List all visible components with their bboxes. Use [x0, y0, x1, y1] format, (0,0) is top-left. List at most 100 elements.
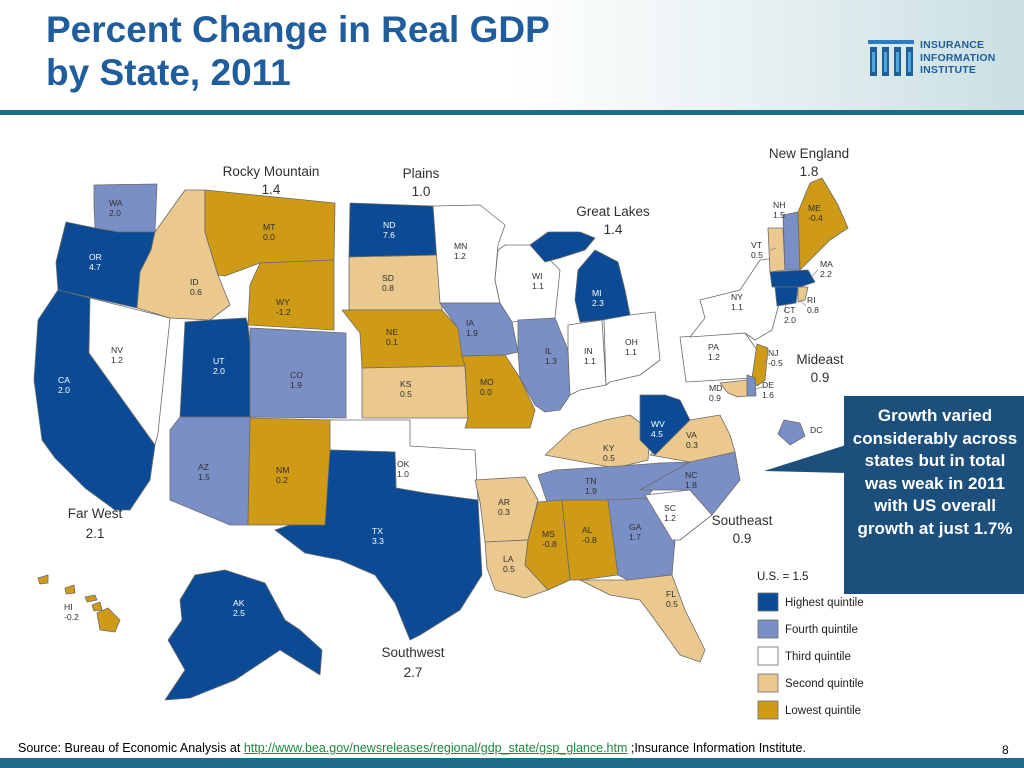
label-ND: ND 7.6	[383, 220, 395, 240]
state-NE[interactable]	[341, 309, 466, 369]
label-WA: WA 2.0	[109, 198, 123, 218]
label-ID: ID 0.6	[190, 277, 202, 297]
label-WI: WI 1.1	[532, 271, 544, 291]
label-VA: VA 0.3	[686, 430, 698, 450]
state-WY[interactable]	[247, 259, 335, 331]
state-WA[interactable]	[93, 183, 158, 233]
state-OH[interactable]	[603, 311, 661, 386]
label-MS: MS -0.8	[542, 529, 557, 549]
label-OR: OR 4.7	[89, 252, 102, 272]
label-WY: WY -1.2	[276, 297, 291, 317]
state-FL[interactable]	[579, 574, 706, 663]
iii-logo-text: INSURANCE INFORMATION INSTITUTE	[920, 39, 996, 77]
legend-label-third: Third quintile	[785, 651, 851, 663]
region-far-west: Far West 2.1	[68, 506, 123, 541]
callout-bg	[844, 396, 1024, 594]
state-IL[interactable]	[517, 317, 571, 413]
state-CT[interactable]	[774, 286, 799, 307]
region-labels: Rocky Mountain 1.4 Plains 1.0 Great Lakes 1…	[68, 146, 849, 680]
state-SD[interactable]	[348, 254, 443, 311]
state-SC[interactable]	[644, 489, 713, 541]
legend-label-lowest: Lowest quintile	[785, 705, 861, 717]
label-GA: GA 1.7	[629, 522, 642, 542]
state-AL[interactable]	[561, 499, 619, 581]
state-NJ[interactable]	[751, 343, 769, 387]
label-DE: DE 1.6	[762, 380, 774, 400]
us-average: U.S. = 1.5	[757, 571, 808, 583]
label-NC: NC 1.8	[685, 470, 697, 490]
label-AZ: AZ 1.5	[198, 462, 210, 482]
state-MN[interactable]	[432, 204, 506, 304]
legend-label-fourth: Fourth quintile	[785, 624, 858, 636]
label-NH: NH 1.5	[773, 200, 785, 220]
state-MT[interactable]	[204, 189, 336, 277]
state-KS[interactable]	[361, 365, 469, 419]
label-TX: TX 3.3	[372, 526, 384, 546]
source-suffix: ;Insurance Information Institute.	[627, 741, 806, 755]
legend-swatch-fourth	[757, 619, 779, 639]
logo-line-1: INSURANCE	[920, 39, 985, 51]
state-MA[interactable]	[769, 269, 816, 288]
state-KY[interactable]	[544, 414, 651, 469]
state-HI-4[interactable]	[91, 601, 103, 612]
logo-line-3: INSTITUTE	[920, 64, 977, 76]
region-plains: Plains 1.0	[403, 166, 440, 199]
header-divider	[0, 110, 1024, 115]
state-HI-5[interactable]	[96, 607, 121, 633]
label-OH: OH 1.1	[625, 337, 638, 357]
label-SD: SD 0.8	[382, 273, 394, 293]
label-MD: MD 0.9	[709, 383, 722, 403]
state-DC[interactable]	[777, 419, 806, 446]
state-MD[interactable]	[719, 379, 748, 398]
state-DE[interactable]	[746, 374, 757, 397]
state-NV[interactable]	[88, 297, 171, 446]
label-MA: MA 2.2	[820, 259, 833, 279]
region-southeast: Southeast 0.9	[712, 513, 773, 546]
label-NJ: NJ -0.5	[768, 348, 783, 368]
label-WV: WV 4.5	[651, 419, 665, 439]
label-AL: AL -0.8	[582, 525, 597, 545]
callout-box	[844, 396, 1024, 594]
gdp-map: WA 2.0 OR 4.7 CA 2.0 NV 1.2 ID 0.6 MT 0.0 WY -1…	[33, 146, 864, 720]
label-PA: PA 1.2	[708, 342, 720, 362]
slide-title: Percent Change in Real GDP by State, 201…	[46, 8, 550, 94]
source-prefix: Source: Bureau of Economic Analysis at	[18, 741, 244, 755]
callout-pointer	[764, 445, 846, 473]
label-UT: UT 2.0	[213, 356, 225, 376]
state-HI-2[interactable]	[64, 584, 76, 595]
label-CO: CO 1.9	[290, 370, 303, 390]
state-MO[interactable]	[461, 354, 536, 429]
label-HI: HI -0.2	[64, 602, 79, 622]
label-NY: NY 1.1	[731, 292, 743, 312]
state-AZ[interactable]	[169, 416, 251, 526]
state-WV[interactable]	[639, 394, 691, 456]
state-MI[interactable]	[574, 249, 631, 323]
region-rocky-mountain: Rocky Mountain 1.4	[223, 164, 320, 197]
state-HI-3[interactable]	[84, 594, 98, 603]
source-footer: Source: Bureau of Economic Analysis at h…	[18, 741, 806, 755]
title-line-1: Percent Change in Real GDP	[46, 9, 550, 50]
footer-divider	[0, 758, 1024, 768]
label-AK: AK 2.5	[233, 598, 245, 618]
state-NM[interactable]	[247, 417, 336, 526]
state-AK[interactable]	[164, 569, 323, 701]
label-OK: OK 1.0	[397, 459, 410, 479]
source-link[interactable]: http://www.bea.gov/newsreleases/regional…	[243, 741, 628, 755]
label-VT: VT 0.5	[751, 240, 763, 260]
label-CT: CT 2.0	[784, 305, 796, 325]
state-ME[interactable]	[797, 177, 849, 271]
state-CO[interactable]	[249, 327, 347, 419]
state-RI[interactable]	[797, 286, 809, 303]
region-great-lakes: Great Lakes 1.4	[576, 204, 650, 237]
legend-swatch-second	[757, 673, 779, 693]
state-NH[interactable]	[782, 211, 801, 271]
state-NY[interactable]	[689, 257, 781, 341]
state-HI-1[interactable]	[37, 574, 49, 585]
label-MI: MI 2.3	[592, 288, 604, 308]
iii-logo: INSURANCE INFORMATION INSTITUTE	[868, 38, 1018, 78]
state-MI-upper[interactable]	[529, 231, 596, 263]
region-southwest: Southwest 2.7	[381, 645, 444, 680]
state-TX[interactable]	[274, 449, 483, 641]
legend-swatch-third	[757, 646, 779, 666]
state-labels: WA 2.0 OR 4.7 CA 2.0 NV 1.2 ID 0.6 MT 0.0 WY -1…	[58, 198, 833, 622]
